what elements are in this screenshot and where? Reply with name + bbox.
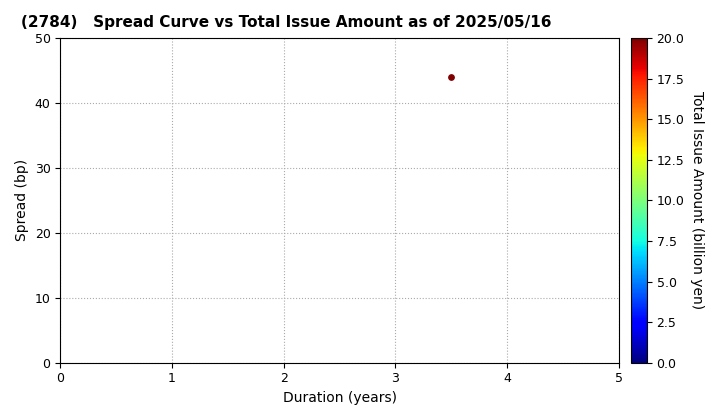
Y-axis label: Total Issue Amount (billion yen): Total Issue Amount (billion yen)	[690, 92, 704, 310]
Point	[446, 74, 457, 80]
Text: (2784)   Spread Curve vs Total Issue Amount as of 2025/05/16: (2784) Spread Curve vs Total Issue Amoun…	[21, 15, 552, 30]
X-axis label: Duration (years): Duration (years)	[282, 391, 397, 405]
Y-axis label: Spread (bp): Spread (bp)	[15, 159, 29, 242]
